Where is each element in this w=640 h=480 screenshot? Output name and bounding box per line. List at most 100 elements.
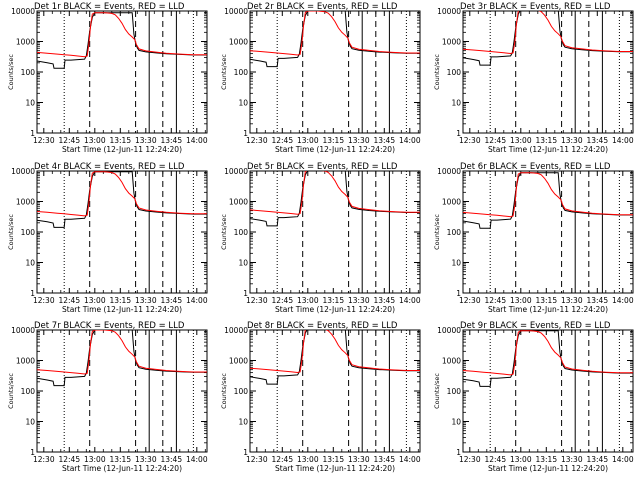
events-series-line	[37, 12, 207, 69]
events-series-line	[250, 171, 420, 227]
panel-1: Det 1r BLACK = Events, RED = LLD 1 10 100 10…	[7, 2, 208, 154]
y-tick-label: 10000	[437, 326, 461, 335]
y-tick-label: 1	[30, 448, 35, 457]
x-axis-label: Start Time (12-Jun-11 12:24:20)	[488, 464, 608, 473]
x-tick-label: 13:15	[322, 296, 344, 305]
y-tick-label: 100	[21, 387, 36, 396]
panel-title: Det 7r BLACK = Events, RED = LLD	[34, 321, 185, 331]
plot-frame	[36, 170, 208, 294]
y-tick-label: 100	[447, 387, 462, 396]
events-series-line	[463, 172, 633, 229]
panel-title: Det 5r BLACK = Events, RED = LLD	[247, 162, 398, 172]
plot-frame	[462, 170, 634, 294]
x-tick-label: 13:00	[510, 136, 532, 145]
y-tick-label: 10000	[437, 7, 461, 16]
y-tick-label: 10	[25, 418, 35, 427]
x-tick-label: 12:30	[459, 296, 481, 305]
y-tick-label: 1000	[229, 198, 248, 207]
panel-5: Det 5r BLACK = Events, RED = LLD 1 10 100 10…	[220, 162, 421, 314]
x-tick-label: 13:15	[535, 296, 557, 305]
x-tick-label: 13:00	[84, 455, 106, 464]
x-tick-label: 13:00	[510, 455, 532, 464]
plot-frame	[462, 10, 634, 134]
x-tick-label: 12:30	[33, 455, 55, 464]
x-tick-label: 13:15	[322, 136, 344, 145]
y-tick-label: 10	[451, 259, 461, 268]
x-tick-label: 12:45	[484, 455, 506, 464]
x-tick-label: 13:45	[586, 136, 608, 145]
y-axis-label: Counts/sec	[433, 54, 441, 90]
x-tick-label: 13:30	[135, 455, 157, 464]
y-tick-label: 1	[456, 289, 461, 298]
y-tick-label: 10000	[11, 326, 35, 335]
lld-series-line	[37, 12, 207, 58]
panel-title: Det 8r BLACK = Events, RED = LLD	[247, 321, 398, 331]
x-tick-label: 13:30	[348, 455, 370, 464]
plot-frame	[249, 10, 421, 134]
x-tick-label: 12:45	[484, 296, 506, 305]
lld-series-line	[250, 171, 420, 215]
x-tick-label: 13:45	[586, 296, 608, 305]
panel-8: Det 8r BLACK = Events, RED = LLD 1 10 100 10…	[220, 321, 421, 473]
y-axis-label: Counts/sec	[7, 54, 15, 90]
y-tick-label: 10	[25, 99, 35, 108]
x-tick-label: 13:00	[297, 136, 319, 145]
y-tick-label: 10000	[224, 7, 248, 16]
x-tick-label: 12:30	[246, 136, 268, 145]
x-tick-label: 13:00	[297, 296, 319, 305]
x-tick-label: 13:30	[135, 136, 157, 145]
x-tick-label: 13:15	[535, 136, 557, 145]
panel-3: Det 3r BLACK = Events, RED = LLD 1 10 100 10…	[433, 2, 634, 154]
y-tick-label: 10	[238, 259, 248, 268]
x-tick-label: 13:15	[535, 455, 557, 464]
x-tick-label: 12:30	[246, 455, 268, 464]
y-axis-label: Counts/sec	[7, 373, 15, 409]
x-tick-label: 13:15	[109, 455, 131, 464]
y-tick-label: 10000	[437, 167, 461, 176]
x-tick-label: 13:45	[160, 296, 182, 305]
x-axis-label: Start Time (12-Jun-11 12:24:20)	[62, 464, 182, 473]
y-tick-label: 100	[234, 228, 249, 237]
y-tick-label: 10000	[11, 167, 35, 176]
x-tick-label: 13:00	[510, 296, 532, 305]
panel-2: Det 2r BLACK = Events, RED = LLD 1 10 100 10…	[220, 2, 421, 154]
events-series-line	[463, 11, 633, 66]
panel-9: Det 9r BLACK = Events, RED = LLD 1 10 100 10…	[433, 321, 634, 473]
x-tick-label: 13:00	[297, 455, 319, 464]
x-tick-label: 14:00	[186, 455, 208, 464]
y-tick-label: 100	[21, 228, 36, 237]
x-tick-label: 12:45	[484, 136, 506, 145]
y-tick-label: 1000	[442, 38, 461, 47]
lld-series-line	[250, 11, 420, 56]
x-tick-label: 13:45	[160, 455, 182, 464]
events-series-line	[250, 11, 420, 68]
x-tick-label: 13:15	[322, 455, 344, 464]
y-tick-label: 1	[456, 129, 461, 138]
y-tick-label: 1	[30, 289, 35, 298]
events-series-line	[37, 171, 207, 228]
panel-title: Det 9r BLACK = Events, RED = LLD	[460, 321, 611, 331]
x-axis-label: Start Time (12-Jun-11 12:24:20)	[62, 305, 182, 314]
y-tick-label: 10	[238, 99, 248, 108]
x-axis-label: Start Time (12-Jun-11 12:24:20)	[488, 145, 608, 154]
x-tick-label: 12:30	[33, 296, 55, 305]
events-series-line	[250, 330, 420, 385]
y-axis-label: Counts/sec	[220, 373, 228, 409]
x-tick-label: 14:00	[399, 136, 421, 145]
x-tick-label: 14:00	[612, 455, 634, 464]
x-tick-label: 14:00	[399, 455, 421, 464]
x-tick-label: 12:45	[58, 296, 80, 305]
x-tick-label: 13:00	[84, 136, 106, 145]
plot-frame	[36, 329, 208, 453]
y-tick-label: 1000	[229, 38, 248, 47]
y-tick-label: 1000	[442, 357, 461, 366]
events-series-line	[463, 330, 633, 387]
plot-frame	[249, 170, 421, 294]
y-tick-label: 10000	[11, 7, 35, 16]
y-tick-label: 10	[451, 418, 461, 427]
x-tick-label: 12:30	[246, 296, 268, 305]
panel-title: Det 1r BLACK = Events, RED = LLD	[34, 2, 185, 12]
lld-series-line	[463, 330, 633, 376]
panel-title: Det 3r BLACK = Events, RED = LLD	[460, 2, 611, 12]
